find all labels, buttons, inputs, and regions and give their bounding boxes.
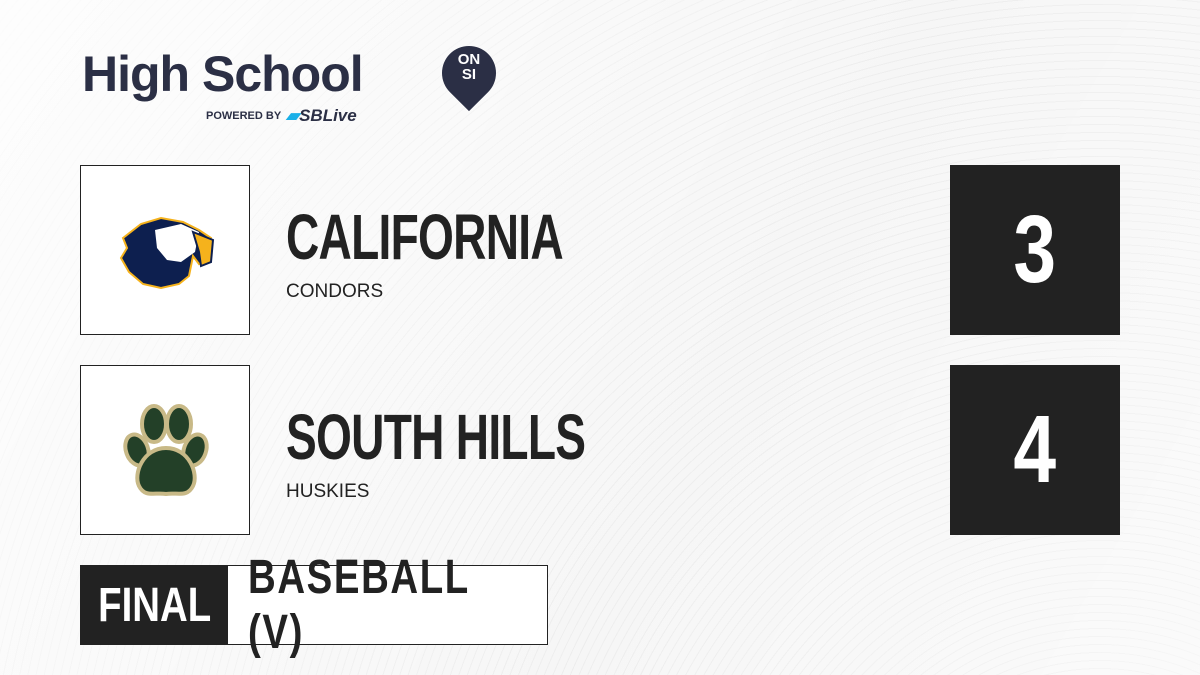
sport-label: BASEBALL (V) — [248, 551, 547, 659]
team-mascot: CONDORS — [286, 281, 384, 302]
game-status-bar: FINAL BASEBALL (V) — [80, 551, 548, 659]
team-name: SOUTH HILLS — [286, 401, 586, 473]
score-value: 4 — [1013, 396, 1057, 503]
score-value: 3 — [1013, 196, 1057, 303]
sblive-text: SBLive — [299, 106, 357, 125]
team-logo-california — [80, 165, 250, 335]
powered-by: POWERED BY — [206, 110, 282, 122]
paw-icon — [123, 404, 209, 497]
badge-line-1: ON — [457, 51, 481, 68]
team-logo-south-hills — [80, 365, 250, 535]
badge-line-2: SI — [461, 66, 477, 83]
final-badge: FINAL — [81, 566, 228, 644]
brand-logo: High School — [82, 46, 364, 102]
team-mascot: HUSKIES — [286, 481, 370, 502]
status-text: FINAL — [97, 578, 212, 632]
sblive-logo: ▰SBLive — [286, 106, 357, 126]
sport-text: BASEBALL (V) — [248, 551, 470, 659]
team-score: 4 — [950, 365, 1120, 535]
condor-icon — [119, 216, 215, 290]
team-name: CALIFORNIA — [286, 201, 564, 273]
sblive-s-icon: ▰ — [286, 106, 300, 125]
brand-title: High School — [82, 46, 364, 102]
on-si-badge: ON SI — [442, 52, 496, 82]
team-score: 3 — [950, 165, 1120, 335]
